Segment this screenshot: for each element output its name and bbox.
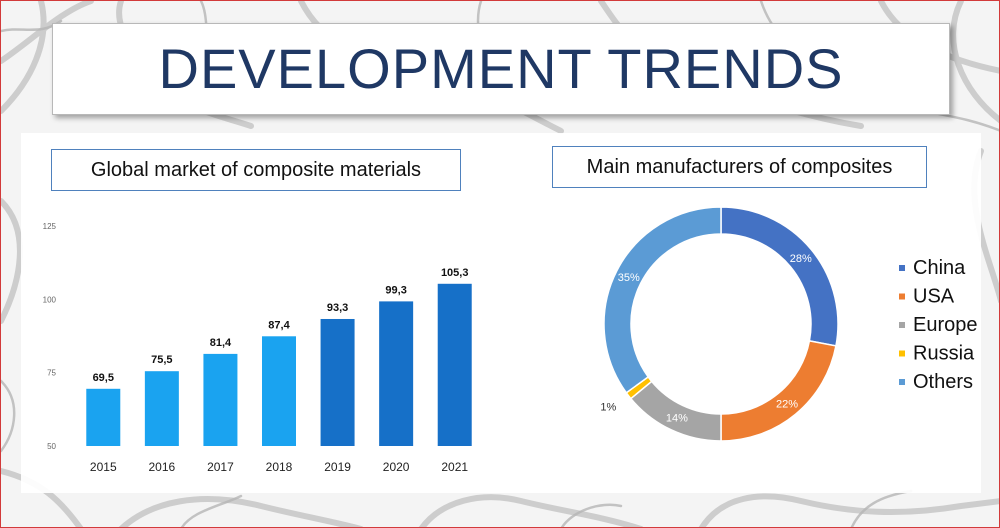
y-tick-label: 100 <box>43 295 57 304</box>
bar-value-label: 87,4 <box>268 319 290 331</box>
bar-2015 <box>86 388 121 446</box>
y-tick-label: 75 <box>47 369 56 378</box>
slice-label: 14% <box>666 413 688 425</box>
legend-swatch-usa <box>899 293 905 300</box>
bar-2017 <box>203 353 238 446</box>
bar-2018 <box>262 336 296 446</box>
legend-swatch-europe <box>899 322 905 328</box>
x-tick-label: 2020 <box>383 460 410 474</box>
slice-label: 22% <box>776 399 798 411</box>
bar-chart-label: Global market of composite materials <box>51 149 461 191</box>
bar-2020 <box>379 301 414 446</box>
legend-label-others: Others <box>913 371 973 393</box>
legend-swatch-others <box>899 379 905 385</box>
slice-label: 35% <box>618 272 640 284</box>
slice-europe <box>629 380 722 442</box>
y-tick-label: 50 <box>47 442 56 451</box>
legend-label-europe: Europe <box>913 314 978 336</box>
slice-others <box>603 206 722 394</box>
bar-2016 <box>144 371 179 446</box>
bar-value-label: 105,3 <box>441 267 469 279</box>
x-tick-label: 2016 <box>149 460 176 474</box>
y-tick-label: 125 <box>43 222 57 231</box>
x-tick-label: 2017 <box>207 460 234 474</box>
legend-swatch-russia <box>899 350 905 357</box>
bar-2021 <box>437 283 472 446</box>
bar-2019 <box>320 318 355 446</box>
x-tick-label: 2021 <box>441 460 468 474</box>
bar-value-label: 99,3 <box>385 284 406 296</box>
slice-china <box>720 206 839 347</box>
x-tick-label: 2019 <box>324 460 351 474</box>
bar-value-label: 93,3 <box>327 302 348 314</box>
title-box: DEVELOPMENT TRENDS <box>52 23 950 115</box>
slice-usa <box>720 339 837 442</box>
slice-label: 1% <box>600 402 616 414</box>
slide-title: DEVELOPMENT TRENDS <box>158 37 844 100</box>
legend-label-china: China <box>913 257 966 279</box>
bar-value-label: 81,4 <box>210 337 232 349</box>
pie-chart-label: Main manufacturers of composites <box>552 146 927 188</box>
legend-label-usa: USA <box>913 286 955 308</box>
slice-label: 28% <box>790 253 812 265</box>
x-tick-label: 2018 <box>266 460 293 474</box>
legend-label-russia: Russia <box>913 343 975 365</box>
x-tick-label: 2015 <box>90 460 117 474</box>
bar-value-label: 69,5 <box>93 372 114 384</box>
bar-value-label: 75,5 <box>151 354 172 366</box>
legend-swatch-china <box>899 265 905 271</box>
